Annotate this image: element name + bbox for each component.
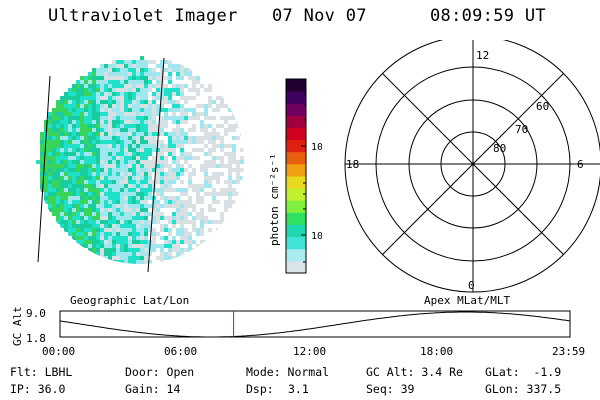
orbit-x-tick-4: 23:59 — [552, 345, 586, 358]
colorbar-step — [286, 200, 306, 213]
colorbar-step — [286, 151, 306, 165]
mlat-label-80: 80 — [493, 142, 506, 155]
image-time: 08:09:59 UT — [430, 6, 546, 26]
orbit-x-tick-3: 18:00 — [420, 345, 454, 358]
colorbar — [286, 79, 306, 274]
colorbar-step — [286, 212, 306, 226]
polar-diagonal-2 — [382, 73, 564, 255]
status-ip: IP: 36.0 — [10, 382, 66, 396]
colorbar-step — [286, 103, 306, 116]
colorbar-tick-100: 100 — [311, 142, 322, 153]
orbit-altitude-plot: GC Alt 9.0 1.8 — [11, 306, 571, 346]
colorbar-step — [286, 163, 306, 177]
orbit-y-axis-label: GC Alt — [11, 306, 24, 346]
instrument-title: Ultraviolet Imager — [48, 6, 238, 26]
colorbar-panel: 100 10 photon cm⁻²s⁻¹ — [268, 78, 322, 274]
status-seq: Seq: 39 — [366, 382, 415, 396]
status-door: Door: Open — [125, 365, 195, 379]
polar-plot: 12 18 6 0 60 70 80 — [344, 40, 600, 293]
colorbar-frame — [285, 78, 307, 274]
uv-image-panel — [36, 56, 244, 273]
orbit-x-tick-2: 12:00 — [293, 345, 327, 358]
colorbar-step — [286, 79, 306, 92]
status-mode: Mode: Normal — [246, 365, 330, 379]
orbit-plot-frame — [59, 310, 571, 338]
mlt-label-18: 18 — [346, 158, 359, 171]
colorbar-step — [286, 139, 306, 153]
geographic-boundary-line-left — [37, 75, 51, 263]
orbit-y-min: 1.8 — [26, 332, 46, 345]
status-dsp-label: Dsp: — [246, 382, 274, 396]
colorbar-unit-label: photon cm⁻²s⁻¹ — [268, 153, 281, 246]
colorbar-step — [286, 248, 306, 262]
orbit-right-label: Apex MLat/MLT — [424, 294, 511, 307]
uv-image-disk — [36, 56, 244, 264]
mlt-label-6: 6 — [577, 158, 584, 171]
colorbar-step — [286, 260, 306, 274]
colorbar-tick-10: 10 — [311, 231, 322, 242]
status-filter: Flt: LBHL — [10, 365, 73, 379]
orbit-left-label: Geographic Lat/Lon — [70, 294, 190, 307]
orbit-altitude-curve — [59, 311, 571, 338]
orbit-x-tick-1: 06:00 — [164, 345, 198, 358]
orbit-y-max: 9.0 — [26, 307, 46, 320]
mlt-label-12: 12 — [476, 49, 489, 62]
orbit-x-tick-0: 00:00 — [42, 345, 76, 358]
colorbar-step — [286, 91, 306, 104]
colorbar-step — [286, 115, 306, 129]
status-glon: GLon: 337.5 — [485, 382, 562, 396]
mlat-label-60: 60 — [536, 100, 549, 113]
colorbar-step — [286, 127, 306, 141]
geographic-boundary-line-right — [147, 57, 165, 273]
mlat-label-70: 70 — [515, 123, 528, 136]
status-dsp-value: 3.1 — [288, 382, 309, 396]
colorbar-minor-ticks — [303, 93, 306, 263]
colorbar-step — [286, 236, 306, 250]
colorbar-step — [286, 176, 306, 189]
image-date: 07 Nov 07 — [272, 6, 367, 26]
status-glat: GLat: -1.9 — [485, 365, 562, 379]
colorbar-step — [286, 224, 306, 238]
status-gain: Gain: 14 — [125, 382, 181, 396]
status-gc-alt: GC Alt: 3.4 Re — [366, 365, 463, 379]
mlt-label-0: 0 — [468, 279, 475, 292]
colorbar-step — [286, 188, 306, 201]
